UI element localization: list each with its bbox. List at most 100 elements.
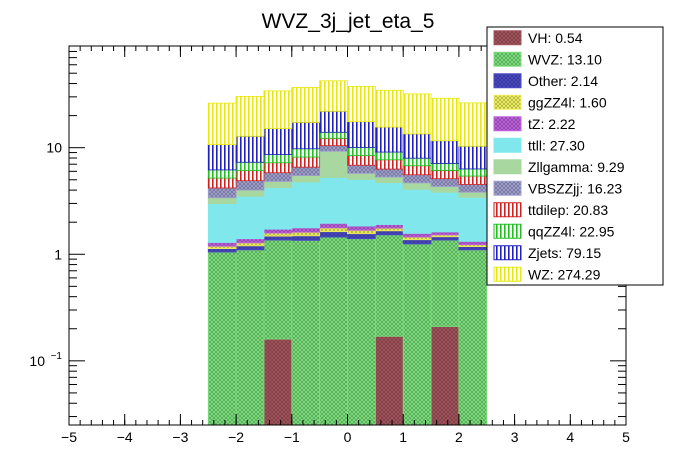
bar-other-bin-1 <box>235 245 265 251</box>
y-tick-label: 10 <box>46 140 62 156</box>
bar-zjets-bin-2 <box>263 128 293 155</box>
bar-wvz-bin-8 <box>430 239 460 327</box>
legend-label: ttdilep: 20.83 <box>528 202 608 218</box>
bar-wz-bin-6 <box>374 89 404 128</box>
series-vbszzjj <box>207 145 488 199</box>
bar-qqzz4l-bin-0 <box>207 169 237 179</box>
bar-zjets-bin-4 <box>319 110 348 133</box>
legend-swatch <box>493 30 522 46</box>
bar-other-bin-2 <box>263 235 293 241</box>
bar-ttll-bin-6 <box>374 182 404 225</box>
x-tick-label: −5 <box>61 429 77 445</box>
bar-wz-bin-9 <box>458 102 488 147</box>
bar-ggzz4l-bin-1 <box>235 242 265 247</box>
legend-entry-zllgamma: Zllgamma: 9.29 <box>493 159 625 175</box>
x-tick-label: −1 <box>284 429 300 445</box>
x-tick-label: −2 <box>228 429 244 445</box>
series-zjets <box>207 110 488 171</box>
bar-tz-bin-8 <box>430 231 460 236</box>
bar-tz-bin-4 <box>319 222 348 229</box>
legend-swatch <box>493 73 522 89</box>
legend-swatch <box>493 137 522 153</box>
bar-wvz-bin-9 <box>458 249 488 426</box>
bar-vh-bin-2 <box>263 338 293 426</box>
legend-entry-ttll: ttll: 27.30 <box>493 137 585 153</box>
legend-label: WZ: 274.29 <box>528 266 601 282</box>
bar-zjets-bin-7 <box>402 133 432 159</box>
legend-swatch <box>493 223 522 239</box>
bar-tz-bin-1 <box>235 238 265 244</box>
bar-zllgamma-bin-7 <box>402 182 432 190</box>
bar-wvz-bin-6 <box>374 234 404 337</box>
bar-zllgamma-bin-2 <box>263 181 293 189</box>
y-tick-exponent: −1 <box>51 351 63 362</box>
bar-wvz-bin-7 <box>402 243 432 426</box>
legend-entry-wz: WZ: 274.29 <box>493 266 601 282</box>
bar-ttdilep-bin-2 <box>263 162 293 174</box>
legend-swatch <box>493 94 522 110</box>
bar-wz-bin-1 <box>235 95 265 137</box>
legend-swatch <box>493 266 522 282</box>
legend-label: VH: 0.54 <box>528 30 583 46</box>
legend-swatch <box>493 116 522 132</box>
bar-vbszzjj-bin-3 <box>291 166 321 177</box>
bar-zjets-bin-5 <box>347 121 376 148</box>
series-ttdilep <box>207 137 488 189</box>
legend-swatch <box>493 245 522 261</box>
legend-label: WVZ: 13.10 <box>528 51 602 67</box>
bar-wz-bin-3 <box>291 87 321 123</box>
x-tick-label: 3 <box>511 429 519 445</box>
bar-ggzz4l-bin-5 <box>347 229 376 235</box>
bar-ttdilep-bin-1 <box>235 170 265 182</box>
bar-ttdilep-bin-0 <box>207 177 237 189</box>
bar-qqzz4l-bin-5 <box>347 147 376 156</box>
bar-ttdilep-bin-3 <box>291 156 321 168</box>
legend-box <box>486 26 664 286</box>
y-tick-label: 10 <box>29 353 45 369</box>
legend-entry-ttdilep: ttdilep: 20.83 <box>493 202 608 218</box>
bar-vbszzjj-bin-8 <box>430 178 460 187</box>
bar-wvz-bin-4 <box>319 236 348 426</box>
bar-ttll-bin-8 <box>430 191 460 233</box>
bar-qqzz4l-bin-7 <box>402 157 432 167</box>
bar-wz-bin-8 <box>430 97 460 142</box>
bar-ggzz4l-bin-6 <box>374 227 404 232</box>
bar-zllgamma-bin-8 <box>430 186 460 193</box>
legend-entry-vh: VH: 0.54 <box>493 30 583 46</box>
bar-qqzz4l-bin-2 <box>263 154 293 164</box>
bar-other-bin-3 <box>291 235 321 241</box>
legend-entry-zjets: Zjets: 79.15 <box>493 245 601 261</box>
bar-zllgamma-bin-6 <box>374 176 404 184</box>
bar-qqzz4l-bin-1 <box>235 161 265 171</box>
legend-entry-qqzz4l: qqZZ4l: 22.95 <box>493 223 615 239</box>
bar-zjets-bin-1 <box>235 135 265 163</box>
bar-tz-bin-0 <box>207 242 237 247</box>
bar-ttdilep-bin-6 <box>374 159 404 170</box>
bar-wvz-bin-0 <box>207 251 237 426</box>
legend-swatch <box>493 202 522 218</box>
bar-ttdilep-bin-4 <box>319 137 348 147</box>
legend-entry-other: Other: 2.14 <box>493 73 598 89</box>
bar-tz-bin-7 <box>402 232 432 238</box>
bar-qqzz4l-bin-8 <box>430 163 460 171</box>
bar-zllgamma-bin-0 <box>207 197 237 204</box>
bar-ggzz4l-bin-2 <box>263 232 293 237</box>
bar-ttll-bin-2 <box>263 187 293 230</box>
bar-tz-bin-5 <box>347 225 376 231</box>
bar-ttdilep-bin-7 <box>402 165 432 176</box>
bar-vbszzjj-bin-2 <box>263 172 293 182</box>
bar-ttll-bin-7 <box>402 188 432 234</box>
x-tick-label: 4 <box>566 429 574 445</box>
legend-swatch <box>493 159 522 175</box>
bar-other-bin-8 <box>430 236 460 241</box>
bar-wz-bin-2 <box>263 90 293 129</box>
legend-label: qqZZ4l: 22.95 <box>528 223 615 239</box>
bar-other-bin-0 <box>207 248 237 253</box>
bar-vh-bin-6 <box>374 335 404 426</box>
bar-other-bin-7 <box>402 239 432 245</box>
legend-entry-vbszzjj: VBSZZjj: 16.23 <box>493 180 622 196</box>
bar-vbszzjj-bin-0 <box>207 187 237 199</box>
legend-label: Other: 2.14 <box>528 73 598 89</box>
bar-ttll-bin-4 <box>319 177 348 224</box>
